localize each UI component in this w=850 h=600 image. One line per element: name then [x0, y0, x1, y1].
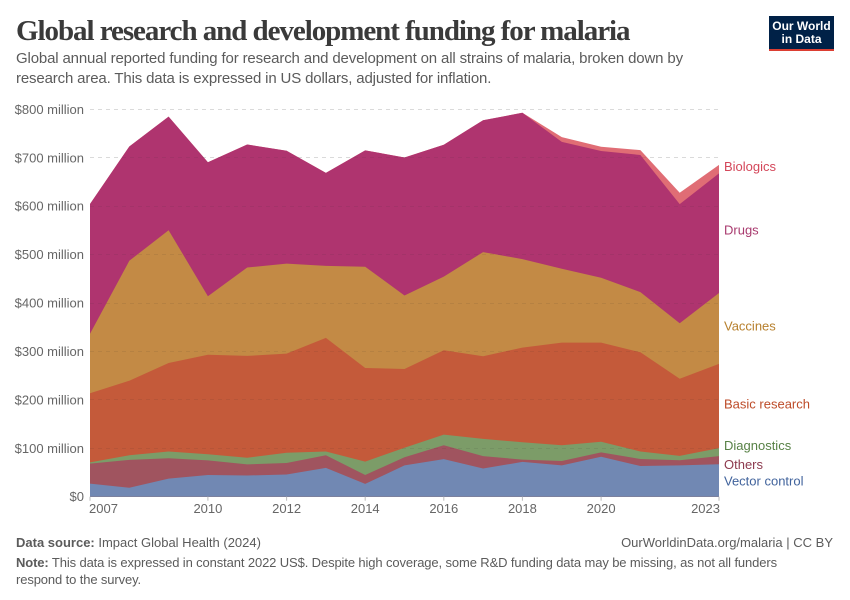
svg-text:Vector control: Vector control	[724, 474, 804, 489]
svg-text:2007: 2007	[89, 501, 118, 516]
svg-text:Diagnostics: Diagnostics	[724, 438, 792, 453]
svg-text:2012: 2012	[272, 501, 301, 516]
svg-text:$800 million: $800 million	[15, 102, 84, 117]
svg-text:$100 million: $100 million	[15, 441, 84, 456]
svg-text:2023: 2023	[691, 501, 720, 516]
svg-text:$0: $0	[70, 489, 84, 504]
svg-text:Basic research: Basic research	[724, 397, 810, 412]
svg-text:$200 million: $200 million	[15, 392, 84, 407]
svg-text:Biologics: Biologics	[724, 159, 777, 174]
svg-text:$400 million: $400 million	[15, 296, 84, 311]
svg-text:2014: 2014	[351, 501, 380, 516]
svg-text:2020: 2020	[587, 501, 616, 516]
svg-text:2018: 2018	[508, 501, 537, 516]
svg-text:2016: 2016	[429, 501, 458, 516]
svg-text:Vaccines: Vaccines	[724, 319, 776, 334]
svg-text:Others: Others	[724, 457, 764, 472]
svg-text:2010: 2010	[193, 501, 222, 516]
svg-text:Drugs: Drugs	[724, 223, 759, 238]
svg-text:$700 million: $700 million	[15, 150, 84, 165]
svg-text:$300 million: $300 million	[15, 344, 84, 359]
svg-text:$600 million: $600 million	[15, 199, 84, 214]
svg-text:$500 million: $500 million	[15, 247, 84, 262]
